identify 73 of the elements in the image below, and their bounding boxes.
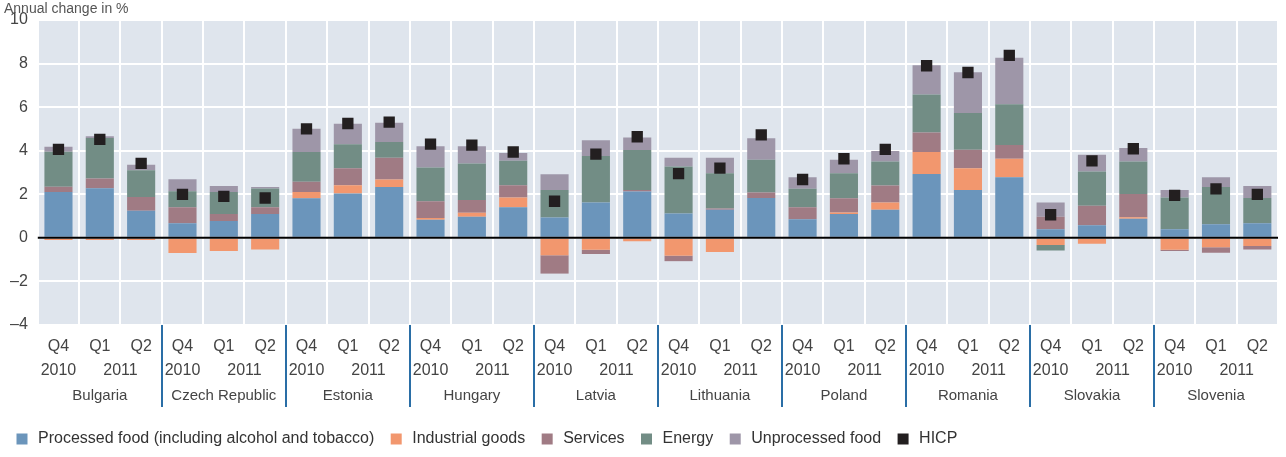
legend-label: HICP bbox=[919, 429, 958, 447]
legend-label: Industrial goods bbox=[412, 429, 526, 447]
x-tick-label: Q4 bbox=[915, 337, 938, 354]
x-tick-label: Q2 bbox=[1122, 337, 1145, 354]
text: 2011 bbox=[227, 361, 262, 378]
x-tick-label: Q2 bbox=[1246, 337, 1269, 354]
x-tick-label: Q2 bbox=[626, 337, 648, 354]
x-tick-label: Q4 bbox=[543, 337, 566, 354]
text: 2011 bbox=[351, 361, 386, 378]
x-tick-label: Q2 bbox=[254, 337, 276, 354]
x-tick-label: Q1 bbox=[1205, 337, 1227, 354]
text: 2010 bbox=[784, 361, 821, 378]
text: 2010 bbox=[1156, 361, 1193, 378]
y-tick-label: 4 bbox=[18, 141, 28, 159]
y-tick-label: 0 bbox=[18, 228, 28, 246]
x-tick-label: Q2 bbox=[750, 337, 773, 354]
text: Poland bbox=[820, 386, 868, 403]
x-tick-label: Q4 bbox=[667, 337, 690, 354]
x-tick-label: Q1 bbox=[461, 337, 483, 354]
x-tick-label: Q1 bbox=[213, 337, 235, 354]
x-tick-label: Q4 bbox=[47, 337, 70, 354]
legend-label: Unprocessed food bbox=[751, 429, 882, 447]
text: 2010 bbox=[536, 361, 573, 378]
x-tick-label: Q1 bbox=[957, 337, 979, 354]
x-tick-label: Q4 bbox=[1039, 337, 1062, 354]
y-tick-label: 2 bbox=[18, 184, 28, 202]
text: Bulgaria bbox=[72, 386, 128, 403]
x-tick-label: Q1 bbox=[1081, 337, 1103, 354]
text: 2010 bbox=[908, 361, 945, 378]
x-tick-label: Q2 bbox=[378, 337, 400, 354]
x-tick-label: Q1 bbox=[833, 337, 855, 354]
text: 2010 bbox=[1032, 361, 1069, 378]
x-tick-label: Q2 bbox=[874, 337, 897, 354]
x-tick-label: Q4 bbox=[171, 337, 194, 354]
text: 2011 bbox=[847, 361, 882, 378]
x-tick-label: Q2 bbox=[998, 337, 1021, 354]
text: Lithuania bbox=[689, 386, 752, 403]
text: Slovakia bbox=[1063, 386, 1121, 403]
text: 2010 bbox=[164, 361, 201, 378]
text: 2010 bbox=[288, 361, 325, 378]
text: 2011 bbox=[103, 361, 138, 378]
x-tick-label: Q2 bbox=[502, 337, 524, 354]
x-tick-label: Q1 bbox=[585, 337, 607, 354]
y-tick-label: 6 bbox=[18, 97, 28, 115]
text: 2010 bbox=[412, 361, 449, 378]
text: Slovenia bbox=[1187, 386, 1246, 403]
text: 2011 bbox=[599, 361, 634, 378]
text: 2010 bbox=[40, 361, 77, 378]
x-tick-label: Q1 bbox=[89, 337, 111, 354]
text: 2011 bbox=[1219, 361, 1254, 378]
x-tick-label: Q4 bbox=[1163, 337, 1186, 354]
y-tick-label: –2 bbox=[10, 271, 28, 289]
legend-label: Processed food (including alcohol and tobacco) bbox=[38, 429, 375, 447]
x-tick-label: Q4 bbox=[419, 337, 442, 354]
text: 2011 bbox=[475, 361, 510, 378]
x-tick-label: Q1 bbox=[337, 337, 359, 354]
x-tick-label: Q2 bbox=[130, 337, 152, 354]
text: Estonia bbox=[322, 386, 374, 403]
x-tick-label: Q4 bbox=[295, 337, 318, 354]
text: Czech Republic bbox=[171, 386, 277, 403]
text: 2011 bbox=[723, 361, 758, 378]
text: Hungary bbox=[443, 386, 501, 403]
text: Latvia bbox=[575, 386, 617, 403]
x-tick-label: Q1 bbox=[709, 337, 731, 354]
text: Romania bbox=[937, 386, 999, 403]
text: 2011 bbox=[971, 361, 1006, 378]
text: 2010 bbox=[660, 361, 697, 378]
y-tick-label: –4 bbox=[10, 315, 28, 333]
y-tick-label: 8 bbox=[18, 53, 28, 71]
legend-label: Energy bbox=[662, 429, 714, 447]
text: 2011 bbox=[1095, 361, 1130, 378]
x-tick-label: Q4 bbox=[791, 337, 814, 354]
legend-label: Services bbox=[563, 429, 625, 447]
